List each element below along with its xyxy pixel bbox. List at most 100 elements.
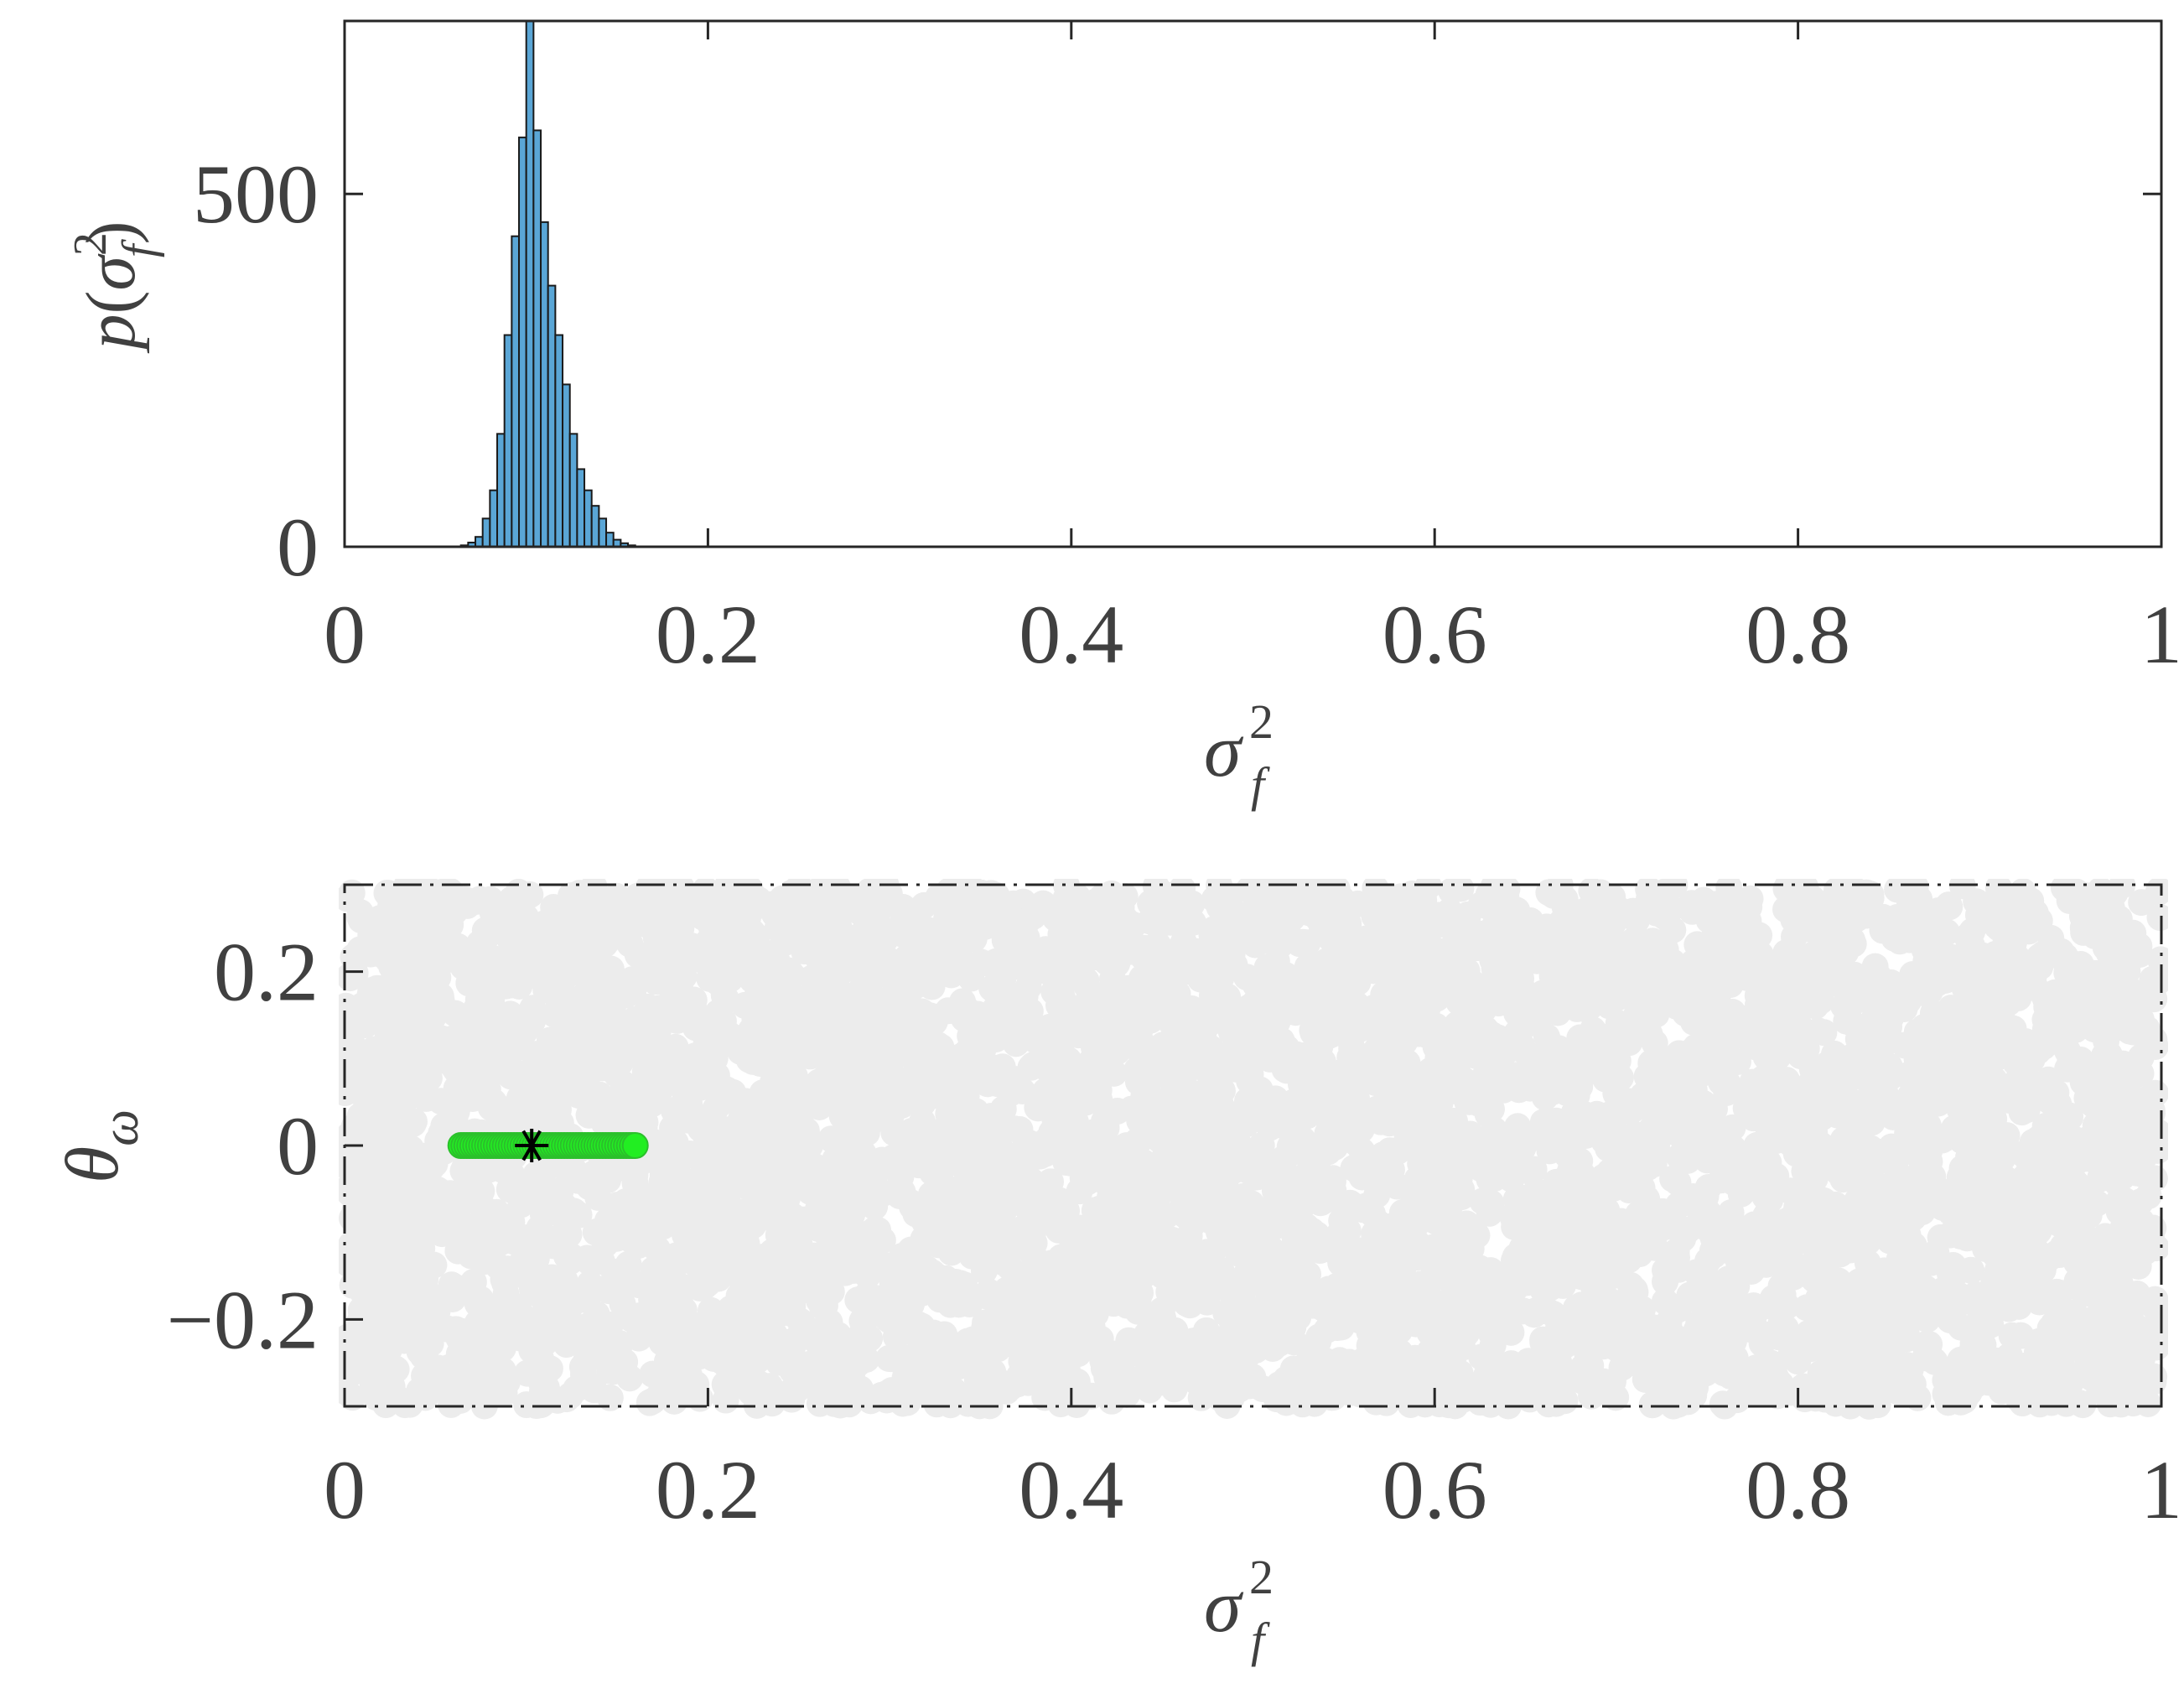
ylabel-close-paren: ) — [72, 221, 150, 245]
histogram-x-axis-label: σ 2 f — [1204, 694, 1274, 812]
histogram-bars — [459, 21, 636, 547]
y-tick-label: 0 — [277, 501, 319, 594]
histogram-bar — [605, 532, 615, 547]
prior-sample-point — [730, 1104, 758, 1131]
prior-sample-point — [391, 919, 418, 947]
prior-sample-point — [1984, 1256, 2011, 1284]
ylabel-open-paren: ( — [72, 291, 150, 314]
prior-sample-point — [438, 1285, 466, 1312]
histogram-bar — [590, 505, 600, 547]
prior-sample-point — [626, 1302, 654, 1330]
histogram-bar — [481, 517, 491, 547]
prior-sample-point — [552, 1078, 580, 1106]
prior-sample-point — [817, 1125, 845, 1153]
prior-sample-point — [1810, 1019, 1838, 1047]
histogram-bar — [562, 383, 571, 547]
histogram-bar — [518, 136, 527, 547]
prior-sample-point — [2008, 1099, 2036, 1126]
prior-sample-point — [1449, 1386, 1476, 1414]
histogram-bar — [540, 221, 549, 547]
prior-sample-point — [1306, 1237, 1334, 1265]
xlabel-sigma: σ — [1204, 709, 1244, 792]
histogram-bar — [554, 334, 564, 547]
prior-sample-point — [648, 1168, 676, 1196]
prior-sample-point — [1819, 1141, 1847, 1169]
prior-sample-point — [1674, 1388, 1702, 1416]
prior-sample-point — [2030, 1167, 2057, 1195]
prior-sample-point — [1019, 1241, 1047, 1269]
prior-sample-point — [1503, 1019, 1531, 1047]
y-tick-label: 500 — [193, 148, 319, 241]
x-tick-label: 0.2 — [656, 588, 760, 681]
prior-sample-point — [1263, 1380, 1291, 1408]
prior-sample-point — [659, 1114, 687, 1142]
prior-sample-point — [616, 1364, 644, 1392]
prior-sample-point — [931, 956, 958, 984]
prior-sample-point — [1520, 1156, 1548, 1183]
prior-sample-point — [2050, 879, 2078, 901]
prior-sample-point — [459, 1268, 487, 1296]
prior-sample-point — [441, 897, 469, 925]
prior-sample-point — [1605, 1010, 1632, 1037]
prior-sample-point — [1153, 991, 1180, 1019]
prior-sample-point — [886, 1090, 914, 1118]
prior-sample-point — [1003, 1271, 1030, 1299]
prior-sample-point — [1589, 1198, 1616, 1226]
xlabel-subscript: f — [1251, 757, 1270, 812]
prior-sample-point — [1262, 1085, 1289, 1113]
histogram-bar — [525, 21, 535, 547]
histogram-bar — [496, 433, 506, 547]
prior-sample-point — [440, 1083, 468, 1111]
prior-sample-point — [703, 1025, 730, 1052]
prior-sample-point — [469, 1192, 496, 1220]
ylabel-superscript: 2 — [65, 232, 117, 256]
prior-sample-point — [897, 1291, 925, 1318]
histogram-ticks — [343, 21, 2163, 548]
histogram-x-tick-labels: 0 0.2 0.4 0.6 0.8 1 — [324, 588, 2182, 681]
scatter-panel: 0 0.2 0.4 0.6 0.8 1 −0.200.2 θω σ 2 f — [51, 879, 2182, 1667]
prior-sample-point — [811, 1322, 838, 1349]
histogram-bar — [547, 284, 557, 547]
prior-sample-point — [826, 1368, 853, 1395]
prior-sample-point — [1987, 1228, 2015, 1255]
prior-sample-point — [1216, 883, 1243, 911]
prior-sample-point — [742, 964, 770, 991]
prior-sample-point — [566, 880, 594, 907]
prior-sample-point — [679, 935, 707, 963]
xlabel-superscript: 2 — [1249, 694, 1274, 749]
prior-sample-point — [714, 1155, 742, 1182]
prior-sample-point — [2021, 1251, 2048, 1279]
prior-sample-point — [1362, 879, 1389, 902]
prior-sample-point — [2145, 1308, 2168, 1336]
prior-sample-point — [1358, 1270, 1386, 1297]
prior-sample-point — [339, 963, 363, 990]
prior-sample-point — [1001, 1330, 1029, 1358]
x-tick-label: 0.4 — [1019, 588, 1123, 681]
ylabel-p: p — [72, 314, 150, 353]
histogram-bar — [475, 536, 484, 547]
ylabel-sigma: σ — [72, 253, 150, 291]
prior-sample-point — [339, 1379, 361, 1406]
prior-sample-point — [536, 1354, 563, 1382]
histogram-bar — [568, 433, 578, 547]
histogram-bar — [489, 489, 499, 547]
prior-sample-point — [1770, 1082, 1798, 1109]
prior-sample-point — [406, 1338, 433, 1365]
histogram-bar — [598, 517, 608, 547]
prior-sample-point — [475, 920, 503, 948]
prior-sample-point — [2005, 1292, 2033, 1320]
prior-sample-point — [1447, 879, 1475, 902]
histogram-axes-box — [343, 19, 2163, 548]
x-tick-label: 0 — [324, 588, 366, 681]
prior-sample-point — [1078, 1331, 1106, 1359]
histogram-bar — [503, 334, 513, 547]
prior-sample-point — [513, 1359, 541, 1387]
prior-sample-point — [661, 1033, 689, 1061]
histogram-bar — [576, 468, 586, 547]
prior-sample-point — [1633, 1185, 1661, 1213]
prior-sample-point — [1497, 988, 1525, 1016]
prior-sample-point — [339, 879, 366, 907]
prior-sample-point — [491, 1047, 519, 1075]
